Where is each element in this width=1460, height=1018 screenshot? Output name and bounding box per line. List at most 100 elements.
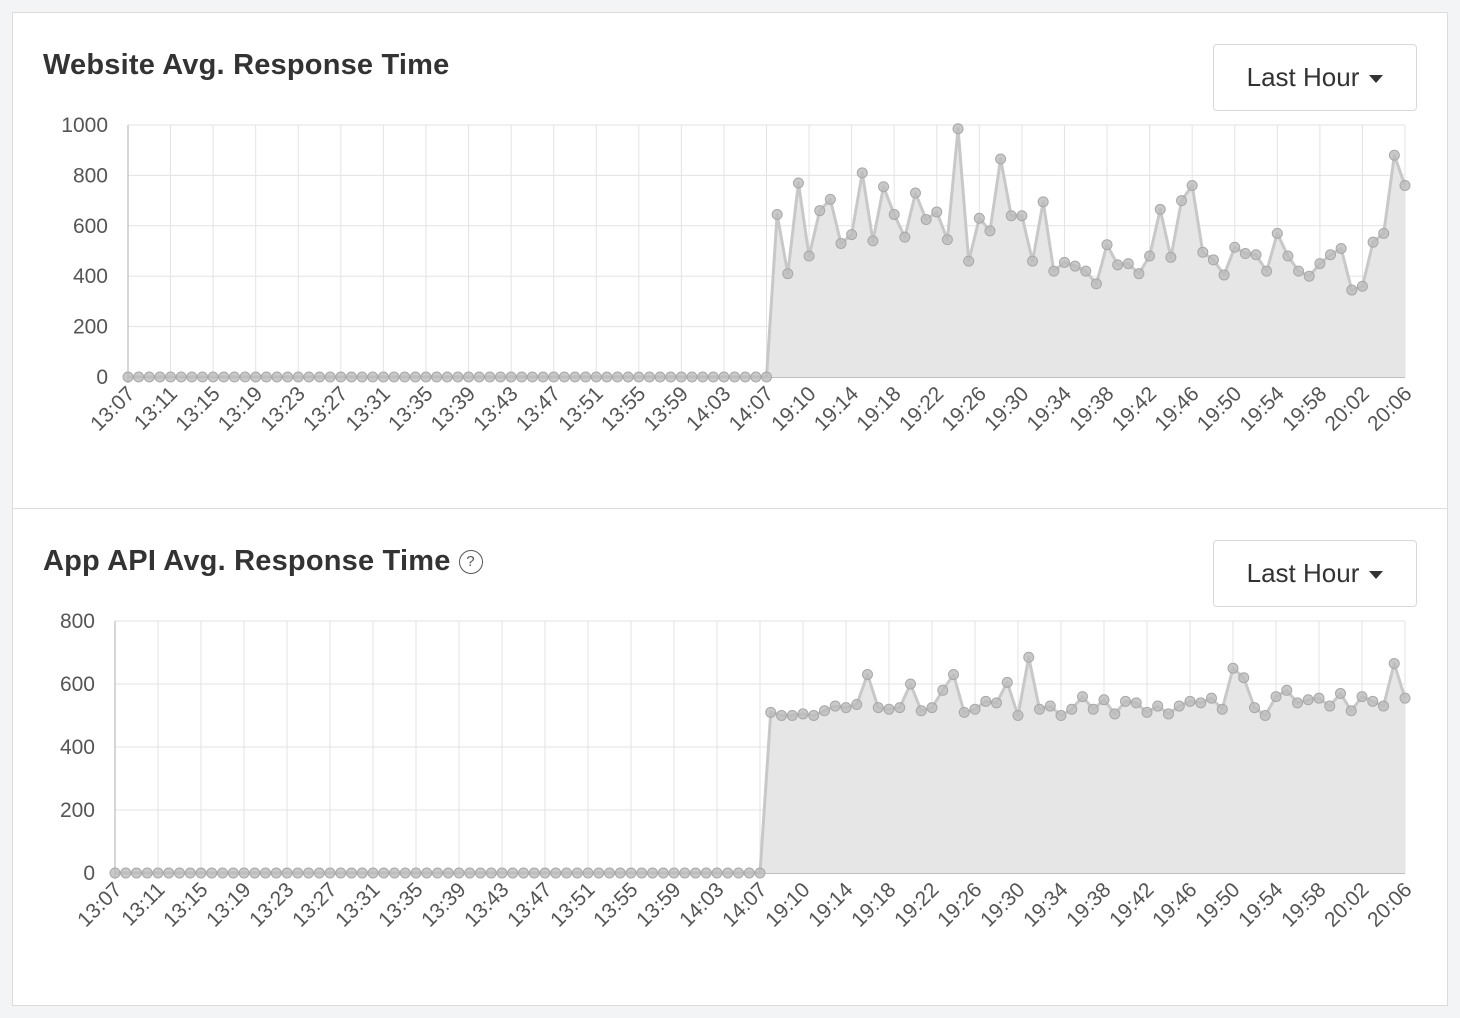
- data-point: [1270, 691, 1282, 703]
- x-tick-label: 19:38: [1062, 878, 1115, 931]
- y-tick-label: 1000: [61, 114, 108, 137]
- data-point: [367, 867, 379, 879]
- data-point: [1281, 684, 1293, 696]
- data-point: [1345, 705, 1357, 717]
- data-points: [122, 123, 1411, 383]
- data-point: [1154, 203, 1166, 215]
- y-tick-label: 800: [60, 610, 95, 633]
- data-point: [614, 867, 626, 879]
- data-point: [1120, 695, 1131, 707]
- data-point: [1303, 270, 1315, 282]
- data-point: [1239, 248, 1251, 260]
- data-point: [441, 371, 453, 383]
- y-tick-label: 600: [60, 673, 95, 696]
- data-point: [345, 371, 357, 383]
- data-point: [1378, 700, 1389, 712]
- data-point: [1229, 241, 1241, 253]
- data-point: [915, 705, 927, 717]
- data-point: [1195, 697, 1207, 709]
- time-range-dropdown[interactable]: Last Hour: [1213, 540, 1417, 607]
- data-point: [1325, 249, 1337, 261]
- data-point: [1144, 250, 1156, 262]
- data-point: [303, 371, 315, 383]
- data-point: [771, 208, 783, 220]
- data-point: [494, 371, 506, 383]
- data-point: [324, 371, 336, 383]
- data-point: [580, 371, 592, 383]
- y-tick-label: 600: [73, 215, 108, 238]
- x-tick-label: 13:51: [554, 382, 607, 435]
- data-point: [239, 371, 251, 383]
- data-point: [346, 867, 357, 879]
- data-point: [1055, 710, 1067, 721]
- x-tick-label: 14:03: [682, 382, 735, 435]
- data-point: [399, 371, 411, 383]
- data-point: [432, 867, 443, 879]
- data-point: [420, 371, 432, 383]
- data-point: [195, 867, 207, 879]
- x-tick-label: 19:58: [1277, 878, 1330, 931]
- data-point: [109, 867, 121, 879]
- data-point: [636, 867, 648, 879]
- data-point: [528, 867, 540, 879]
- data-point: [1378, 227, 1390, 239]
- data-point: [1090, 278, 1102, 290]
- data-point: [920, 214, 932, 225]
- data-point: [1184, 695, 1196, 707]
- x-tick-label: 13:39: [427, 382, 480, 435]
- data-point: [292, 371, 304, 383]
- caret-down-icon: [1369, 75, 1384, 83]
- data-point: [282, 371, 294, 383]
- data-point: [1133, 268, 1145, 280]
- data-point: [1335, 242, 1347, 254]
- data-point: [1335, 687, 1346, 699]
- x-tick-label: 13:47: [512, 382, 565, 435]
- data-point: [485, 867, 497, 879]
- data-point: [463, 371, 475, 383]
- data-point: [313, 867, 325, 879]
- data-point: [207, 371, 219, 383]
- x-tick-label: 13:59: [639, 382, 692, 435]
- data-point: [1346, 284, 1358, 296]
- data-point: [141, 867, 153, 879]
- data-point: [718, 371, 730, 383]
- data-point: [1122, 258, 1134, 270]
- data-point: [665, 371, 677, 383]
- data-point: [270, 867, 282, 879]
- data-point: [196, 371, 208, 383]
- data-point: [1314, 258, 1326, 270]
- data-point: [888, 208, 900, 220]
- x-tick-label: 13:51: [546, 878, 599, 931]
- data-point: [894, 702, 906, 714]
- data-point: [1077, 691, 1088, 703]
- website-response-panel: Website Avg. Response Time Last Hour 0 20…: [12, 12, 1448, 510]
- x-tick-label: 13:11: [117, 878, 169, 930]
- data-point: [571, 867, 583, 879]
- data-point: [856, 167, 868, 179]
- data-point: [1313, 692, 1325, 704]
- time-range-dropdown[interactable]: Last Hour: [1213, 44, 1417, 111]
- data-point: [808, 710, 820, 721]
- data-point: [851, 698, 863, 710]
- data-point: [367, 371, 379, 383]
- data-point: [625, 867, 637, 879]
- data-point: [206, 867, 218, 879]
- data-point: [1282, 250, 1294, 262]
- help-circle-icon[interactable]: ?: [458, 550, 483, 574]
- x-tick-label: 13:19: [214, 382, 267, 435]
- data-point: [931, 206, 943, 218]
- data-point: [409, 371, 421, 383]
- data-point: [750, 371, 762, 383]
- data-point: [814, 205, 826, 217]
- x-tick-label: 14:07: [725, 382, 778, 435]
- data-point: [700, 867, 712, 879]
- data-point: [378, 867, 390, 879]
- data-point: [846, 229, 858, 241]
- data-point: [722, 867, 734, 879]
- data-point: [601, 371, 613, 383]
- data-point: [657, 867, 669, 879]
- data-point: [878, 181, 890, 193]
- data-point: [1023, 651, 1035, 663]
- data-point: [622, 371, 634, 383]
- data-point: [782, 268, 794, 280]
